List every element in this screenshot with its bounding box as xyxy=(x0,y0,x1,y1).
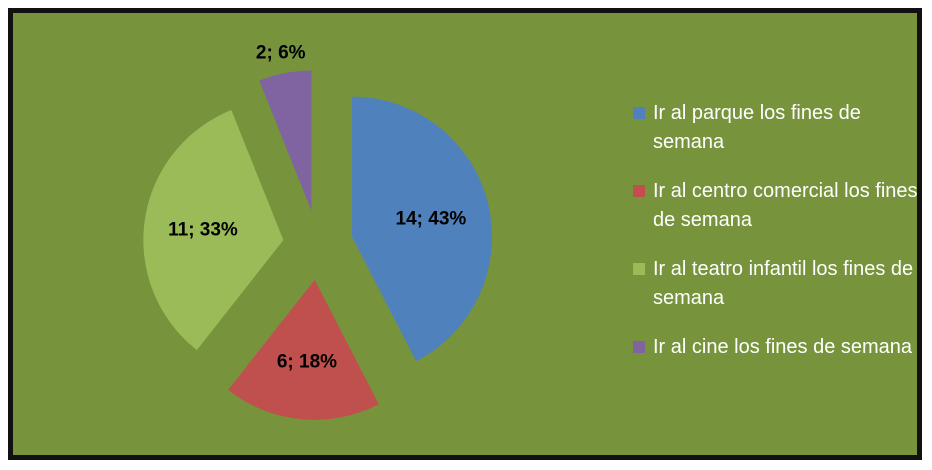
pie-slice-3 xyxy=(259,70,312,211)
legend-item-1: Ir al centro comercial los fines de sema… xyxy=(633,177,932,235)
data-label-1: 6; 18% xyxy=(277,352,337,373)
legend-item-3: Ir al cine los fines de semana xyxy=(633,333,932,362)
data-label-3: 2; 6% xyxy=(256,43,306,64)
pie-slice-0 xyxy=(352,96,493,362)
pie-chart: 14; 43% 6; 18% 11; 33% 2; 6% xyxy=(143,43,493,420)
data-label-0: 14; 43% xyxy=(396,209,467,230)
legend-item-0: Ir al parque los fines de semana xyxy=(633,99,932,157)
legend-label-3: Ir al cine los fines de semana xyxy=(653,336,913,358)
legend-swatch-2 xyxy=(633,263,645,275)
legend-label-0: Ir al parque los fines de semana xyxy=(653,102,861,153)
legend-swatch-0 xyxy=(633,107,645,119)
data-label-2: 11; 33% xyxy=(168,219,238,240)
legend-label-2: Ir al teatro infantil los fines de seman… xyxy=(653,258,914,309)
legend-item-2: Ir al teatro infantil los fines de seman… xyxy=(633,255,932,313)
pie-slice-1 xyxy=(228,279,379,420)
pie-slice-2 xyxy=(143,110,284,351)
legend-swatch-1 xyxy=(633,185,645,197)
chart-frame: 14; 43% 6; 18% 11; 33% 2; 6% Ir al parque l… xyxy=(8,8,922,460)
legend-swatch-3 xyxy=(633,341,645,353)
legend-label-1: Ir al centro comercial los fines de sema… xyxy=(653,180,918,231)
legend: Ir al parque los fines de semana Ir al ce… xyxy=(633,99,932,382)
